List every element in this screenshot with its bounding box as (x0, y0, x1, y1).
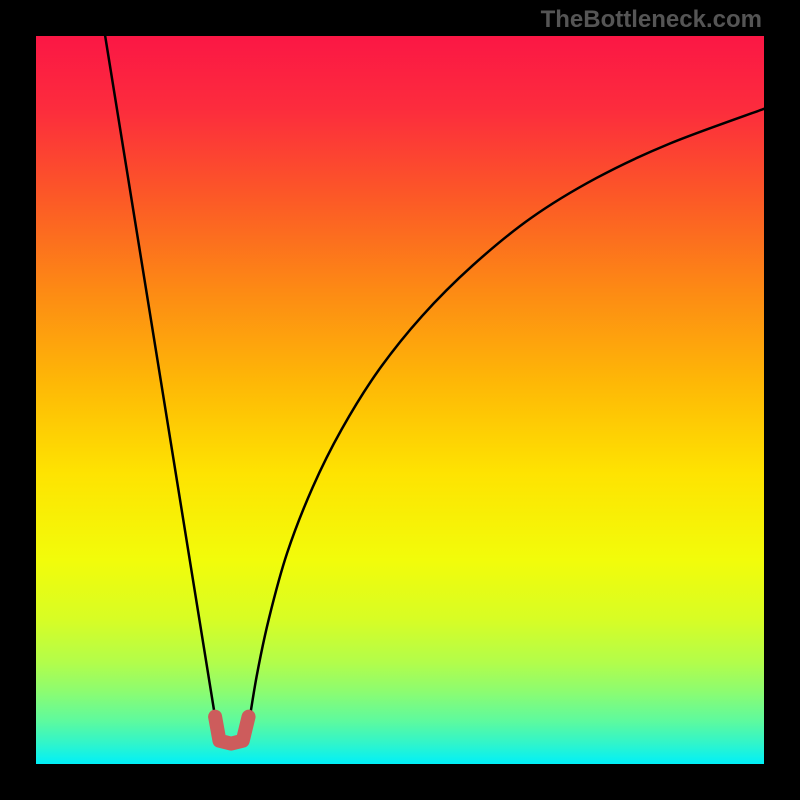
chart-container: TheBottleneck.com (0, 0, 800, 800)
minimum-marker (215, 717, 248, 744)
watermark-text: TheBottleneck.com (541, 6, 762, 34)
right-curve (247, 109, 764, 735)
left-curve (105, 36, 218, 735)
curves-layer (0, 0, 800, 800)
